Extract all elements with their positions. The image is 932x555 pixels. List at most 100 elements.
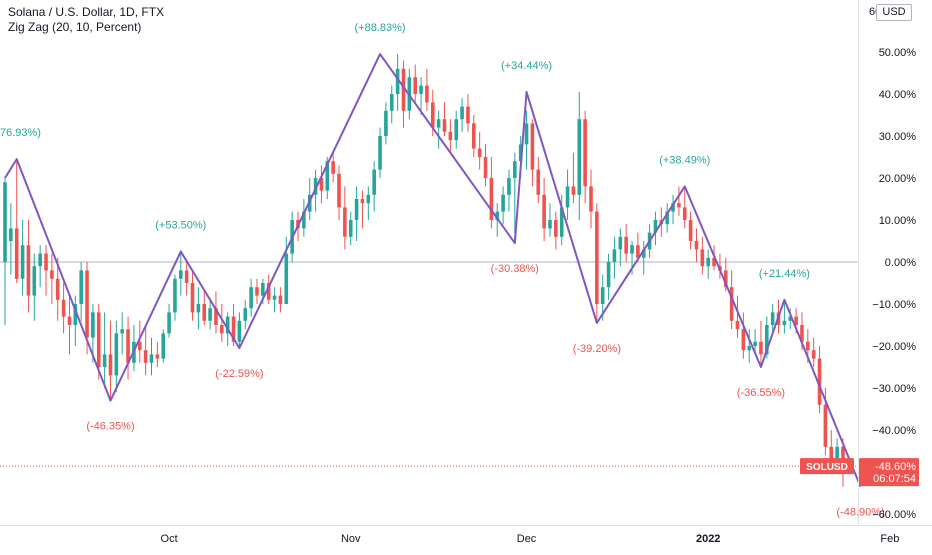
candle-body	[518, 144, 523, 162]
candle	[190, 270, 195, 321]
candle-body	[817, 358, 822, 405]
candle	[653, 211, 658, 246]
candle	[337, 165, 341, 220]
candle	[67, 295, 72, 355]
candle	[108, 320, 113, 401]
candle-body	[360, 199, 365, 204]
candle-body	[542, 194, 546, 229]
candle	[61, 283, 66, 334]
x-tick-label: Nov	[341, 533, 361, 545]
candle-body	[741, 329, 746, 351]
symbol-tag	[800, 458, 854, 475]
candle-body	[823, 404, 828, 447]
candle	[161, 329, 166, 363]
candle	[26, 220, 31, 313]
candle-body	[114, 333, 119, 376]
candle	[811, 337, 816, 367]
candle	[513, 152, 517, 244]
candle	[436, 110, 441, 149]
candle	[536, 157, 541, 204]
candle-body	[841, 446, 845, 467]
candle-body	[436, 119, 441, 128]
candle-body	[208, 308, 212, 321]
candle	[50, 253, 54, 304]
candle	[331, 152, 335, 183]
candle	[554, 211, 558, 250]
candle	[460, 98, 464, 132]
candle	[612, 236, 617, 279]
candle	[378, 127, 382, 178]
candle	[442, 102, 447, 136]
candle-body	[155, 354, 160, 359]
candle-body	[167, 312, 171, 334]
candle	[694, 228, 699, 262]
candle	[102, 312, 107, 388]
candle-body	[237, 320, 242, 342]
candle-body	[149, 354, 154, 363]
candle	[636, 232, 640, 262]
candle-body	[3, 182, 7, 262]
candle-body	[565, 186, 570, 208]
candle	[589, 169, 593, 229]
candle-body	[682, 207, 687, 220]
candle-body	[419, 85, 423, 94]
candle-body	[548, 220, 552, 229]
candle	[448, 119, 453, 153]
zigzag-label: (-30.38%)	[491, 263, 539, 275]
candle	[401, 60, 406, 128]
candle-body	[389, 94, 394, 111]
candle	[96, 304, 101, 380]
candle-body	[700, 249, 705, 267]
candle	[114, 320, 119, 393]
candle-body	[530, 123, 535, 170]
candle-body	[425, 85, 429, 103]
candle	[9, 203, 13, 275]
candle-body	[179, 270, 183, 279]
last-price-value: -48.60%	[875, 461, 916, 473]
candle-body	[472, 123, 476, 149]
candle-body	[501, 194, 505, 212]
candle-body	[161, 333, 166, 359]
candle-body	[372, 169, 376, 195]
candle	[126, 316, 130, 380]
candle	[44, 245, 48, 296]
indicator-name: Zig Zag (20, 10, Percent)	[8, 20, 142, 34]
candle	[243, 299, 248, 330]
candle-body	[706, 257, 710, 267]
candle	[688, 211, 693, 250]
candle-body	[765, 325, 769, 355]
candle-body	[55, 278, 60, 300]
candle-body	[143, 350, 148, 363]
candle	[366, 186, 371, 220]
symbol-tag-label: SOLUSD	[806, 462, 848, 473]
candle-body	[354, 199, 359, 220]
candle-body	[319, 178, 324, 191]
chart-legend: Solana / U.S. Dollar, 1D, FTX Zig Zag (2…	[8, 5, 164, 35]
candle-body	[624, 236, 628, 254]
candle	[120, 312, 124, 355]
candle	[179, 251, 183, 296]
currency-badge[interactable]: USD	[876, 4, 912, 21]
candle	[542, 178, 546, 241]
zigzag-label: 76.93%)	[0, 127, 41, 139]
x-tick-label: 2022	[696, 533, 720, 545]
candle-body	[313, 178, 318, 195]
candle-body	[73, 304, 78, 325]
candle-body	[694, 241, 699, 250]
candle	[137, 320, 142, 363]
zigzag-label: (-39.20%)	[573, 343, 621, 355]
candle	[38, 245, 42, 288]
candle	[360, 190, 365, 229]
candle	[419, 77, 423, 115]
candle-body	[266, 283, 271, 300]
candle	[677, 186, 681, 216]
zigzag-line	[4, 53, 862, 488]
candle	[665, 203, 669, 233]
candle-body	[137, 341, 142, 351]
candle	[208, 299, 212, 330]
candle	[255, 278, 259, 304]
last-price-marker: SOLUSD -48.60%06:07:54	[0, 458, 919, 487]
